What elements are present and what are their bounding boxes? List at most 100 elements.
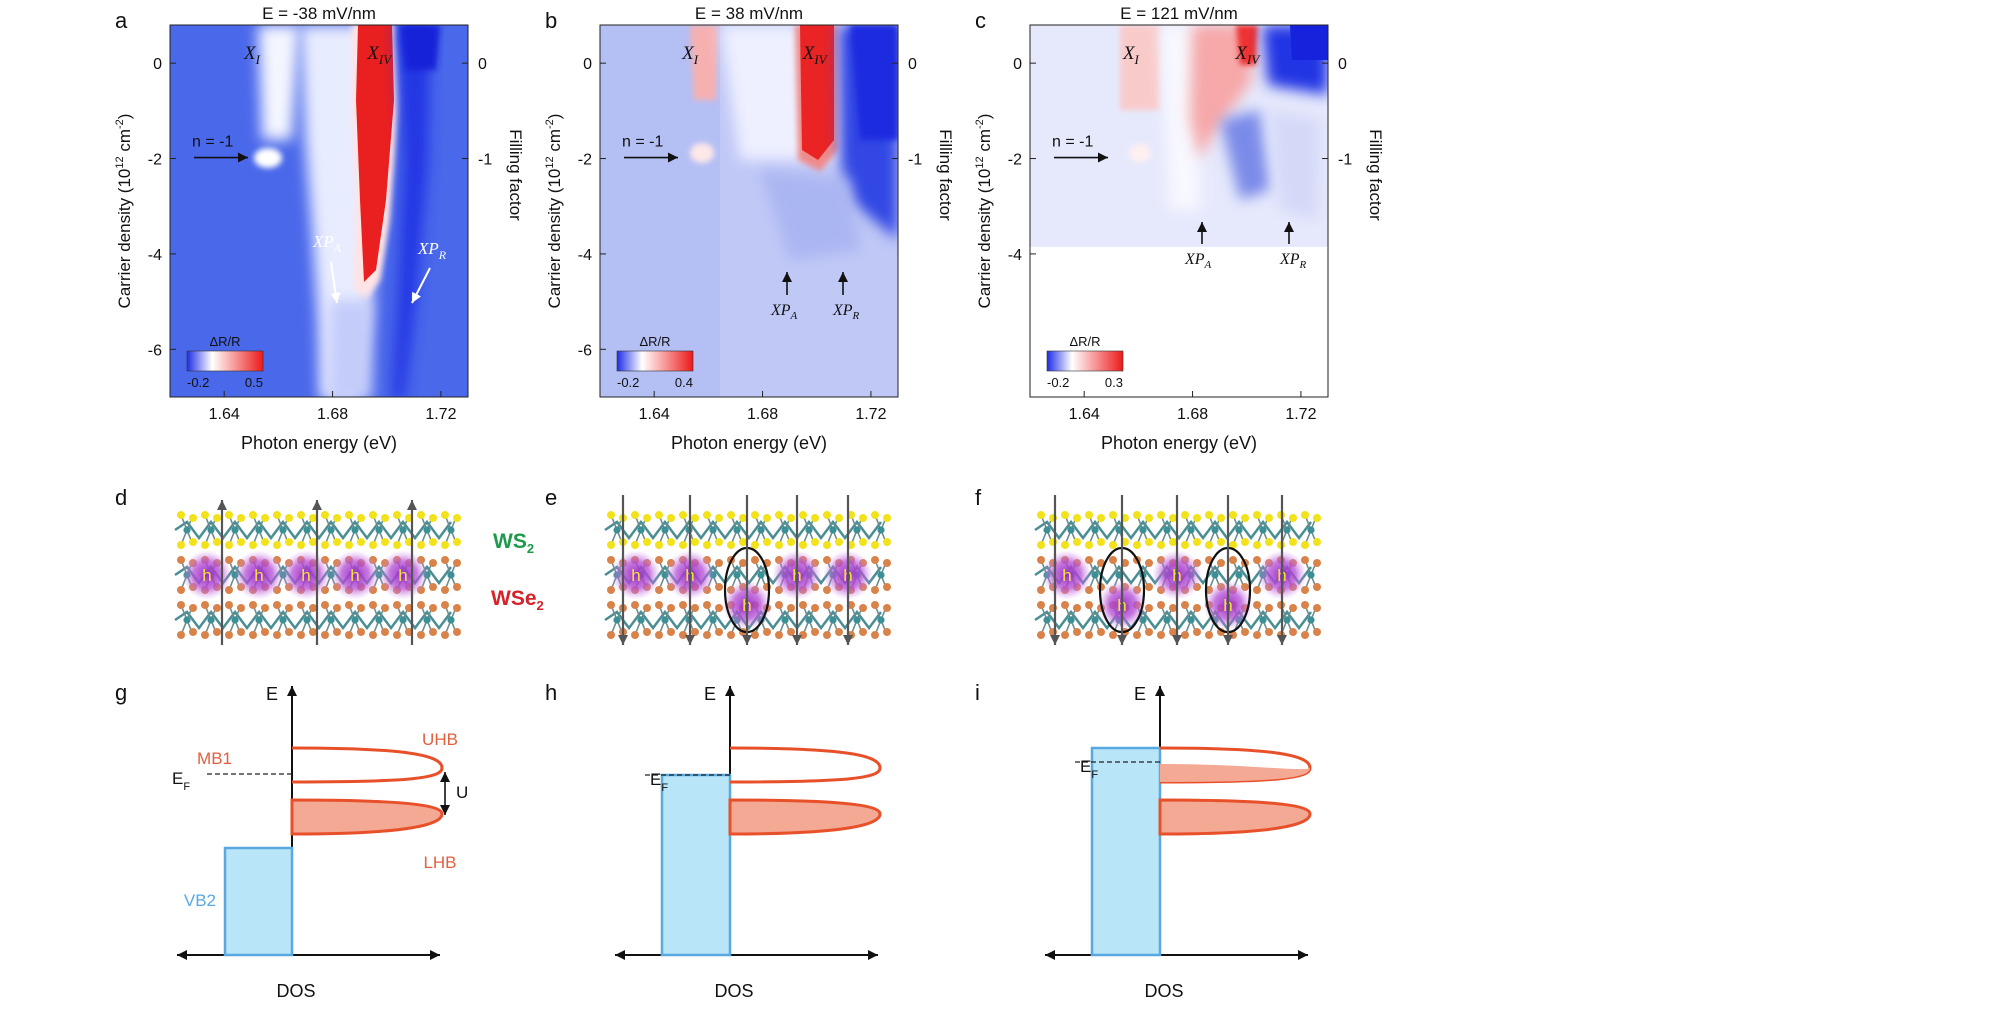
y-axis-label: Carrier density (1012 cm-2): [544, 114, 564, 309]
y-tick-label: -4: [148, 247, 162, 264]
y-tick-label: 0: [153, 56, 162, 73]
dipole-arrow-down: [685, 495, 695, 645]
wse2-label: WSe2: [491, 587, 544, 613]
filling-arrow: [194, 152, 248, 163]
xpa-arrow: [330, 261, 341, 304]
xpr-arrow: [838, 272, 848, 295]
panel-label-c: c: [975, 8, 986, 33]
uhb-band: [291, 746, 444, 784]
right-axis-label: Filling factor: [1366, 129, 1385, 221]
xpr-label: XPR: [417, 239, 447, 262]
filling-arrow: [624, 152, 678, 163]
uhb-partial-fill: [1160, 764, 1310, 782]
dipole-arrow-down: [742, 495, 752, 645]
vb2-band: [1090, 746, 1162, 957]
x-axis-label: Photon energy (eV): [241, 433, 397, 453]
axes-panel-c: E = 121 mV/nm 1.64 1.68 1.72 0 -2 -4 0 -1 Photon …: [974, 4, 1385, 453]
dos-g: E DOS EF MB1 UHB LHB VB2 U: [172, 684, 468, 1001]
hole-cloud: [281, 550, 331, 600]
panel-label-a: a: [115, 8, 128, 33]
xpr-arrow: [1284, 222, 1294, 244]
x4-peak-label: XIV: [802, 43, 829, 67]
dipole-arrow-up: [407, 500, 417, 645]
dos-layer: E DOS EF MB1 UHB LHB VB2 U E DOS EF E DOS EF: [172, 684, 1312, 1001]
x1-peak-label: XI: [1122, 43, 1140, 67]
uhb-band: [729, 746, 882, 784]
panel-label-f: f: [975, 485, 982, 510]
xpa-arrow: [782, 272, 792, 295]
y-tick-label: -4: [578, 247, 592, 264]
lhb-band: [1158, 798, 1312, 836]
dos-axis-right: [292, 950, 440, 960]
filling-label: n = -1: [1052, 134, 1093, 151]
dipole-arrow-down: [618, 495, 628, 645]
x-tick-label: 1.64: [639, 406, 670, 423]
dipole-arrow-down: [1172, 495, 1182, 645]
xpa-label: XPA: [312, 232, 342, 255]
colorbar: ΔR/R -0.2 0.5: [186, 334, 264, 390]
y-tick-label: -6: [578, 342, 592, 359]
vb2-label: VB2: [184, 891, 216, 910]
dipole-arrow-down: [1277, 495, 1287, 645]
hole-label: h: [398, 566, 407, 585]
x-tick-label: 1.68: [1177, 406, 1208, 423]
y-tick-label: 0: [583, 56, 592, 73]
right-tick-label: 0: [908, 56, 917, 73]
dipole-arrow-up: [217, 500, 227, 645]
mb1-label: MB1: [197, 749, 232, 768]
lhb-label: LHB: [423, 853, 456, 872]
fermi-level-label: EF: [172, 769, 190, 793]
panel-label-g: g: [115, 680, 127, 705]
panel-label-b: b: [545, 8, 557, 33]
y-axis-label: Carrier density (1012 cm-2): [974, 114, 994, 309]
x-axis-label: Photon energy (eV): [671, 433, 827, 453]
hubbard-gap-arrow-up: [440, 772, 450, 790]
colorbar-min: -0.2: [1047, 375, 1069, 390]
x1-peak-label: XI: [681, 43, 699, 67]
xpr-label: XPR: [832, 302, 860, 322]
heatmap-b: [599, 24, 899, 398]
filling-arrow: [1054, 152, 1108, 163]
hole-label: h: [202, 566, 211, 585]
vb2-band: [223, 846, 294, 957]
vb2-band: [660, 773, 732, 957]
dipole-arrow-down: [1050, 495, 1060, 645]
x-tick-label: 1.64: [209, 406, 240, 423]
hole-label: h: [254, 566, 263, 585]
panel-label-h: h: [545, 680, 557, 705]
xpr-arrow: [411, 267, 431, 304]
hole-cloud: [234, 550, 284, 600]
x4-peak-label: XIV: [366, 43, 393, 67]
dos-axis-label: DOS: [1144, 981, 1183, 1001]
xpa-label: XPA: [1184, 251, 1212, 271]
colorbar-title: ΔR/R: [209, 334, 240, 349]
hole-label: h: [350, 566, 359, 585]
fermi-level-label: EF: [1080, 757, 1098, 781]
y-axis-label: Carrier density (1012 cm-2): [114, 114, 134, 309]
colorbar: ΔR/R -0.2 0.3: [1046, 334, 1124, 390]
heatmap-title: E = 38 mV/nm: [695, 4, 803, 23]
hole-label: h: [301, 566, 310, 585]
y-tick-label: -2: [1008, 152, 1022, 169]
right-tick-label: -1: [1338, 152, 1352, 169]
structure-layer: hhhhhhhhhhhhhhh: [174, 495, 1321, 645]
right-tick-label: 0: [478, 56, 487, 73]
ws2-label: WS2: [493, 530, 534, 556]
heatmap-title: E = -38 mV/nm: [262, 4, 376, 23]
panel-label-i: i: [975, 680, 980, 705]
fermi-level-label: EF: [650, 770, 668, 794]
energy-axis-label: E: [1134, 684, 1146, 704]
y-tick-label: -2: [148, 152, 162, 169]
right-tick-label: -1: [908, 152, 922, 169]
panel-label-e: e: [545, 485, 557, 510]
dos-axis-label: DOS: [276, 981, 315, 1001]
hubbard-gap-arrow-down: [440, 790, 450, 815]
filling-label: n = -1: [192, 134, 233, 151]
uhb-label: UHB: [422, 730, 458, 749]
energy-axis-label: E: [704, 684, 716, 704]
hole-cloud: [378, 550, 428, 600]
